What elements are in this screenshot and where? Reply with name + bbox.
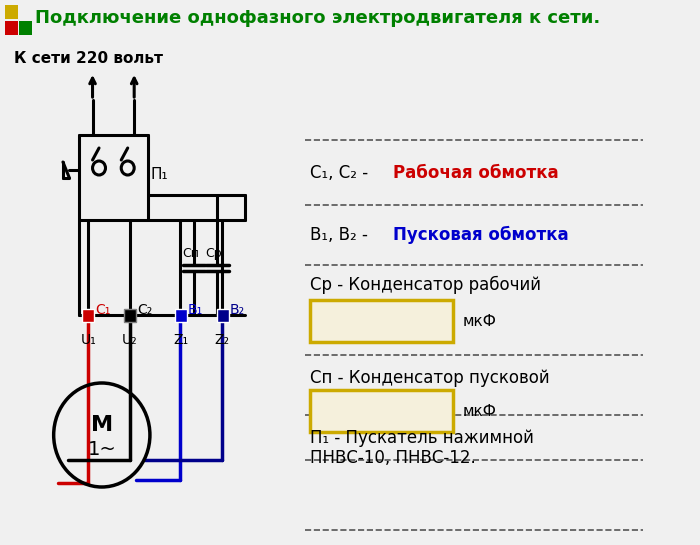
Text: Ср: Ср bbox=[206, 246, 222, 259]
Text: ПНВС-10, ПНВС-12.: ПНВС-10, ПНВС-12. bbox=[310, 449, 476, 467]
Text: 1~: 1~ bbox=[88, 439, 116, 458]
Bar bbox=[175, 309, 187, 322]
Text: М: М bbox=[91, 415, 113, 435]
Text: мкФ: мкФ bbox=[463, 313, 496, 329]
Text: Рабочая обмотка: Рабочая обмотка bbox=[393, 164, 559, 182]
Bar bbox=[5, 5, 18, 19]
Text: С₁: С₁ bbox=[95, 303, 111, 317]
Bar bbox=[216, 309, 229, 322]
Text: мкФ: мкФ bbox=[463, 403, 496, 419]
Text: U₂: U₂ bbox=[122, 333, 138, 347]
Text: К сети 220 вольт: К сети 220 вольт bbox=[14, 51, 163, 65]
Bar bbox=[5, 21, 18, 35]
Text: Z₂: Z₂ bbox=[215, 333, 230, 347]
Text: Подключение однофазного электродвигателя к сети.: Подключение однофазного электродвигателя… bbox=[35, 9, 601, 27]
FancyBboxPatch shape bbox=[310, 390, 454, 432]
Text: Пусковая обмотка: Пусковая обмотка bbox=[393, 226, 569, 244]
Text: U₁: U₁ bbox=[80, 333, 97, 347]
Bar bbox=[20, 21, 32, 35]
Bar bbox=[83, 309, 94, 322]
Text: П₁ - Пускатель нажимной: П₁ - Пускатель нажимной bbox=[310, 429, 534, 447]
Bar bbox=[124, 309, 136, 322]
Text: С₂: С₂ bbox=[137, 303, 152, 317]
Text: В₁, В₂ -: В₁, В₂ - bbox=[310, 226, 373, 244]
Text: С₁, С₂ -: С₁, С₂ - bbox=[310, 164, 373, 182]
Text: Сп - Конденсатор пусковой: Сп - Конденсатор пусковой bbox=[310, 369, 550, 387]
Text: Ср - Конденсатор рабочий: Ср - Конденсатор рабочий bbox=[310, 276, 541, 294]
Text: П₁: П₁ bbox=[150, 167, 169, 181]
Text: Сп: Сп bbox=[182, 246, 199, 259]
Text: В₂: В₂ bbox=[230, 303, 244, 317]
Text: Z₁: Z₁ bbox=[173, 333, 188, 347]
FancyBboxPatch shape bbox=[310, 300, 454, 342]
Text: В₁: В₁ bbox=[188, 303, 203, 317]
